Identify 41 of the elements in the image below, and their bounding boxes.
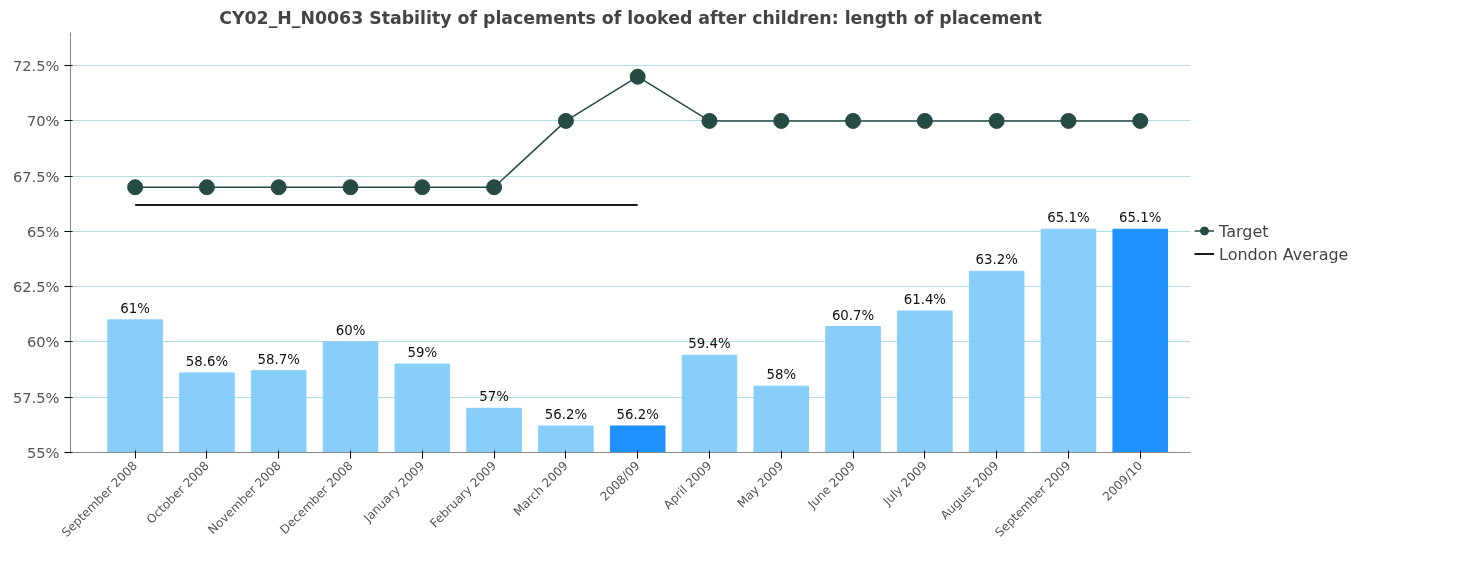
legend-label: London Average [1219, 244, 1349, 263]
y-tick-label: 67.5% [12, 167, 60, 185]
point [557, 112, 574, 129]
point [127, 179, 144, 196]
point [916, 112, 933, 129]
point [701, 112, 718, 129]
y-tick-label: 70% [26, 112, 60, 130]
y-tick-label: 55% [26, 444, 60, 461]
data-label: 65.1% [1047, 210, 1090, 226]
data-label: 57% [479, 389, 509, 405]
point [1060, 112, 1077, 129]
data-label: 60% [335, 322, 366, 338]
y-tick-label: 72.5% [12, 57, 60, 75]
data-label: 61% [120, 300, 150, 316]
data-label: 58.7% [257, 351, 300, 367]
point [773, 112, 790, 129]
point [342, 179, 359, 196]
data-label: 56.2% [544, 406, 588, 422]
legend-label: Target [1219, 221, 1269, 240]
point [270, 179, 287, 196]
point [198, 179, 215, 196]
point [988, 112, 1005, 129]
data-label: 59.4% [688, 336, 731, 352]
point [414, 179, 431, 196]
data-label: 61.4% [903, 292, 947, 308]
data-label: 65.1% [1119, 210, 1162, 226]
y-tick-label: 62.5% [12, 278, 60, 296]
chart-title: CY02_H_N0063 Stability of placements of looked after children: length of placement [219, 7, 1042, 28]
point [486, 179, 503, 196]
point [1132, 112, 1149, 129]
point [845, 112, 862, 129]
data-label: 58.6% [185, 353, 229, 369]
y-tick-label: 65% [26, 222, 60, 240]
data-label: 58% [766, 367, 797, 383]
data-label: 59% [407, 345, 438, 361]
data-label: 63.2% [975, 252, 1018, 268]
y-tick-label: 57.5% [12, 388, 60, 406]
data-label: 56.2% [616, 406, 659, 422]
y-tick-label: 60% [26, 333, 60, 351]
point [629, 68, 646, 85]
data-label: 60.7% [831, 307, 875, 323]
